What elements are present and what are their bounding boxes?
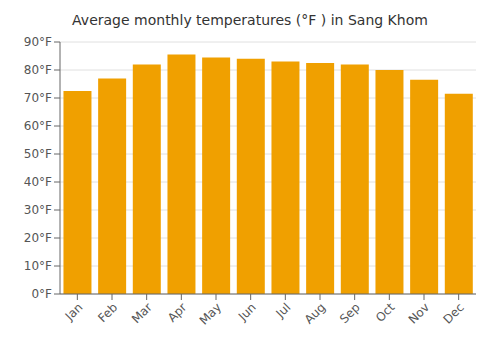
- svg-text:90°F: 90°F: [24, 35, 52, 49]
- html-text:Average monthly temperatures (: Average monthly temperatures (°F ) in Sa…: [72, 12, 428, 28]
- svg-text:Sep: Sep: [337, 300, 363, 326]
- svg-text:10°F: 10°F: [24, 259, 52, 273]
- svg-text:Jun: Jun: [235, 300, 259, 324]
- svg-text:Dec: Dec: [440, 300, 466, 326]
- svg-text:Jul: Jul: [273, 300, 294, 321]
- svg-text:40°F: 40°F: [24, 175, 52, 189]
- svg-text:Oct: Oct: [373, 300, 398, 325]
- svg-text:Apr: Apr: [165, 300, 190, 325]
- svg-text:70°F: 70°F: [24, 91, 52, 105]
- svg-text:Jan: Jan: [62, 300, 86, 324]
- svg-text:Aug: Aug: [302, 300, 328, 326]
- svg-text:May: May: [197, 300, 224, 327]
- svg-text:Feb: Feb: [95, 300, 120, 325]
- svg-text:Mar: Mar: [129, 300, 155, 326]
- svg-text:60°F: 60°F: [24, 119, 52, 133]
- svg-text:20°F: 20°F: [24, 231, 52, 245]
- svg-text:Nov: Nov: [406, 300, 432, 326]
- svg-text:0°F: 0°F: [31, 287, 52, 301]
- svg-text:80°F: 80°F: [24, 63, 52, 77]
- svg-text:50°F: 50°F: [24, 147, 52, 161]
- svg-text:30°F: 30°F: [24, 203, 52, 217]
